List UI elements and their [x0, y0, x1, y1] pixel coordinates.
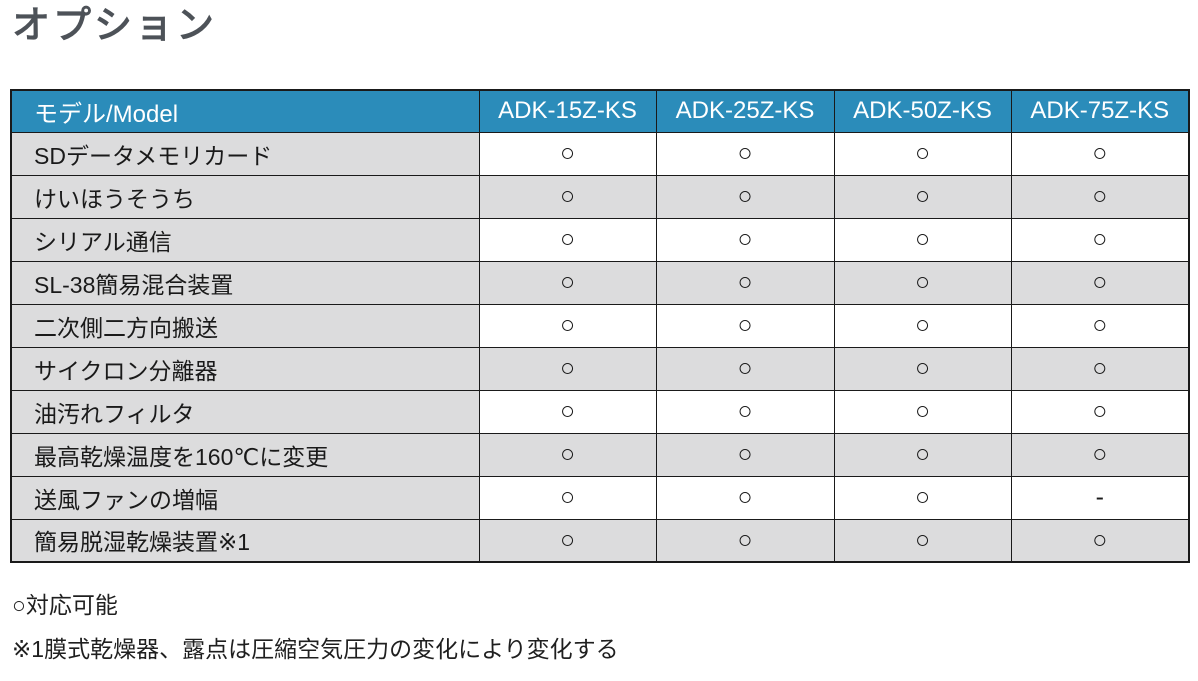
- availability-cell: ○: [833, 260, 1012, 305]
- availability-cell: ○: [655, 475, 835, 520]
- availability-cell: ○: [833, 174, 1012, 219]
- availability-cell: ○: [478, 217, 657, 262]
- column-header-adk-15z-ks: ADK-15Z-KS: [478, 89, 657, 133]
- table-row: シリアル通信 ○ ○ ○ ○: [10, 217, 1190, 262]
- availability-cell: ○: [478, 346, 657, 391]
- row-label: サイクロン分離器: [10, 346, 480, 391]
- column-header-model: モデル/Model: [10, 89, 480, 133]
- availability-cell: ○: [655, 389, 835, 434]
- availability-cell: ○: [833, 475, 1012, 520]
- availability-cell: ○: [478, 174, 657, 219]
- header-row: モデル/Model ADK-15Z-KS ADK-25Z-KS ADK-50Z-KS…: [10, 89, 1190, 133]
- row-label: SL-38簡易混合装置: [10, 260, 480, 305]
- column-header-adk-75z-ks: ADK-75Z-KS: [1010, 89, 1190, 133]
- row-label: 二次側二方向搬送: [10, 303, 480, 348]
- options-table: モデル/Model ADK-15Z-KS ADK-25Z-KS ADK-50Z-KS…: [10, 89, 1190, 563]
- row-label: シリアル通信: [10, 217, 480, 262]
- availability-cell: ○: [1010, 432, 1190, 477]
- table-row: 二次側二方向搬送 ○ ○ ○ ○: [10, 303, 1190, 348]
- availability-cell: ○: [1010, 303, 1190, 348]
- availability-cell: ○: [833, 432, 1012, 477]
- row-label: 簡易脱湿乾燥装置※1: [10, 518, 480, 563]
- availability-cell: ○: [655, 260, 835, 305]
- row-label: 油汚れフィルタ: [10, 389, 480, 434]
- availability-cell: ○: [655, 518, 835, 563]
- availability-cell: ○: [833, 518, 1012, 563]
- availability-cell: ○: [833, 217, 1012, 262]
- table-row: けいほうそうち ○ ○ ○ ○: [10, 174, 1190, 219]
- availability-cell: ○: [655, 131, 835, 176]
- column-header-adk-25z-ks: ADK-25Z-KS: [655, 89, 835, 133]
- availability-cell: ○: [478, 131, 657, 176]
- row-label: SDデータメモリカード: [10, 131, 480, 176]
- availability-cell: ○: [478, 260, 657, 305]
- availability-cell: ○: [1010, 260, 1190, 305]
- availability-cell: ○: [655, 217, 835, 262]
- availability-cell: ○: [1010, 217, 1190, 262]
- availability-cell: ○: [655, 174, 835, 219]
- table-row: SDデータメモリカード ○ ○ ○ ○: [10, 131, 1190, 176]
- availability-cell: ○: [655, 303, 835, 348]
- page-title: オプション: [12, 5, 218, 47]
- availability-cell: -: [1010, 475, 1190, 520]
- availability-cell: ○: [833, 131, 1012, 176]
- availability-cell: ○: [1010, 518, 1190, 563]
- availability-cell: ○: [478, 389, 657, 434]
- row-label: けいほうそうち: [10, 174, 480, 219]
- legend-available: ○対応可能: [12, 592, 118, 618]
- row-label: 送風ファンの増幅: [10, 475, 480, 520]
- table-row: SL-38簡易混合装置 ○ ○ ○ ○: [10, 260, 1190, 305]
- availability-cell: ○: [833, 303, 1012, 348]
- table-row: サイクロン分離器 ○ ○ ○ ○: [10, 346, 1190, 391]
- availability-cell: ○: [478, 518, 657, 563]
- legend-footnote: ※1膜式乾燥器、露点は圧縮空気圧力の変化により変化する: [12, 636, 619, 662]
- availability-cell: ○: [478, 303, 657, 348]
- availability-cell: ○: [833, 389, 1012, 434]
- column-header-adk-50z-ks: ADK-50Z-KS: [833, 89, 1012, 133]
- table-row: 油汚れフィルタ ○ ○ ○ ○: [10, 389, 1190, 434]
- availability-cell: ○: [478, 432, 657, 477]
- table-row: 送風ファンの増幅 ○ ○ ○ -: [10, 475, 1190, 520]
- availability-cell: ○: [1010, 131, 1190, 176]
- availability-cell: ○: [478, 475, 657, 520]
- legend: ○対応可能 ※1膜式乾燥器、露点は圧縮空気圧力の変化により変化する: [12, 590, 1198, 664]
- availability-cell: ○: [655, 346, 835, 391]
- availability-cell: ○: [1010, 346, 1190, 391]
- availability-cell: ○: [1010, 174, 1190, 219]
- row-label: 最高乾燥温度を160℃に変更: [10, 432, 480, 477]
- availability-cell: ○: [1010, 389, 1190, 434]
- availability-cell: ○: [655, 432, 835, 477]
- table-row: 簡易脱湿乾燥装置※1 ○ ○ ○ ○: [10, 518, 1190, 563]
- table-row: 最高乾燥温度を160℃に変更 ○ ○ ○ ○: [10, 432, 1190, 477]
- availability-cell: ○: [833, 346, 1012, 391]
